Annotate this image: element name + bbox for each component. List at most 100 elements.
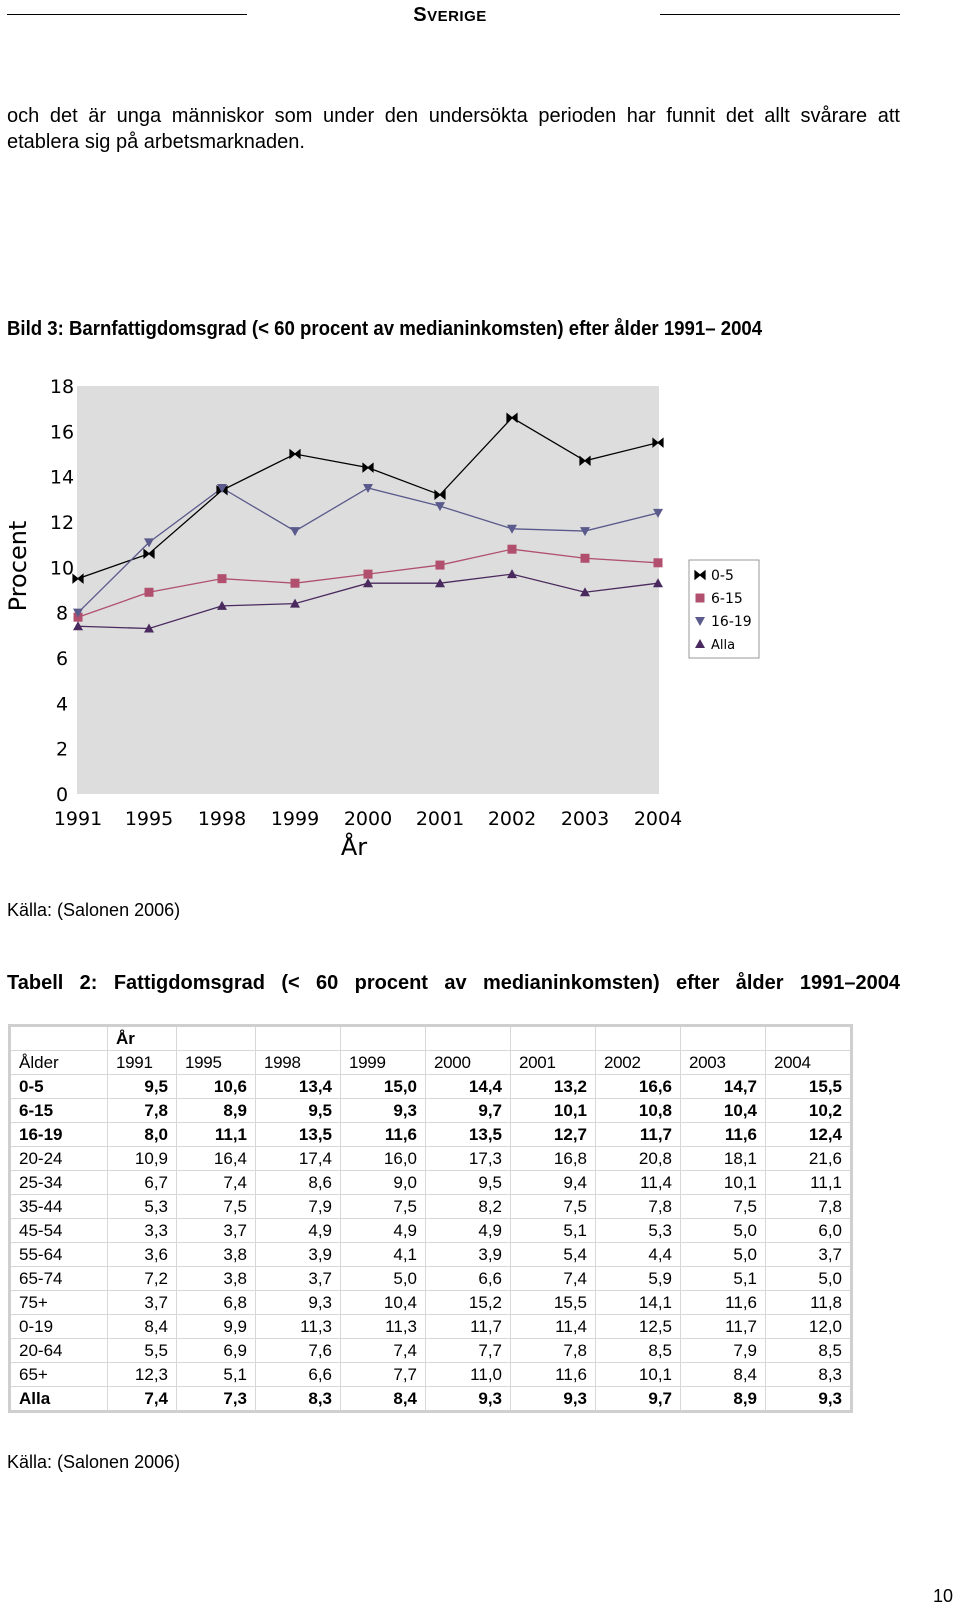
table-value: 12,3 bbox=[107, 1362, 177, 1387]
line-chart: 0 2 4 6 8 10 12 14 16 18 1991 1995 1998 1999 2000 2001 2… bbox=[4, 376, 760, 861]
table-value: 8,6 bbox=[255, 1170, 341, 1195]
table-value: 9,7 bbox=[595, 1386, 681, 1412]
table-value: 17,3 bbox=[425, 1146, 511, 1171]
table-value: 7,5 bbox=[176, 1194, 256, 1219]
table-value: 13,2 bbox=[510, 1074, 596, 1099]
x-tick-label: 2003 bbox=[561, 808, 609, 830]
legend-label: 6-15 bbox=[711, 591, 743, 607]
year-column-header: 2002 bbox=[595, 1050, 681, 1075]
legend-marker-Alla bbox=[695, 639, 705, 648]
year-column-header: 1995 bbox=[176, 1050, 256, 1075]
y-tick-label: 12 bbox=[50, 512, 74, 534]
table-value: 7,5 bbox=[340, 1194, 426, 1219]
figure-source: Källa: (Salonen 2006) bbox=[7, 900, 181, 920]
y-tick-label: 6 bbox=[56, 648, 68, 670]
table-row: 45-54 3,3 3,7 4,9 4,9 4,9 5,1 5,3 5,0 6,0 bbox=[9, 1218, 852, 1243]
row-label: Alla bbox=[9, 1386, 108, 1412]
table-row: 75+ 3,7 6,8 9,3 10,4 15,2 15,5 14,1 11,6 11,8 bbox=[9, 1290, 852, 1315]
table-value: 3,6 bbox=[107, 1242, 177, 1267]
table-value: 5,4 bbox=[510, 1242, 596, 1267]
table-value: 10,9 bbox=[107, 1146, 177, 1171]
data-point-6-15 bbox=[144, 587, 154, 597]
header-rule-right bbox=[660, 14, 900, 15]
table-value: 7,8 bbox=[510, 1338, 596, 1363]
table-value: 7,7 bbox=[425, 1338, 511, 1363]
table-title-word: medianinkomsten) bbox=[482, 972, 660, 994]
row-label: 75+ bbox=[9, 1290, 108, 1315]
data-point-Alla bbox=[580, 587, 590, 597]
table-value: 14,1 bbox=[595, 1290, 681, 1315]
table-value: 8,0 bbox=[107, 1122, 177, 1147]
table-value: 7,5 bbox=[680, 1194, 766, 1219]
table-value: 13,5 bbox=[425, 1122, 511, 1147]
plot-area bbox=[77, 386, 659, 794]
table-value: 5,0 bbox=[340, 1266, 426, 1291]
table-value: 15,0 bbox=[340, 1074, 426, 1099]
table-value: 10,1 bbox=[510, 1098, 596, 1123]
table-source: Källa: (Salonen 2006) bbox=[7, 1452, 181, 1472]
data-point-Alla bbox=[217, 600, 227, 610]
table-value: 7,7 bbox=[340, 1362, 426, 1387]
table-title-word: 2: bbox=[79, 972, 98, 994]
table-value: 5,1 bbox=[176, 1362, 256, 1387]
table-value: 7,8 bbox=[595, 1194, 681, 1219]
data-point-Alla bbox=[144, 623, 154, 633]
data-point-16-19 bbox=[507, 524, 517, 534]
table-value: 10,1 bbox=[595, 1362, 681, 1387]
legend-label: 0-5 bbox=[711, 568, 734, 584]
x-tick-label: 1995 bbox=[125, 808, 173, 830]
table-value: 11,8 bbox=[765, 1290, 852, 1315]
row-label: 16-19 bbox=[9, 1122, 108, 1147]
table-cell bbox=[595, 1025, 681, 1051]
table-value: 5,3 bbox=[595, 1218, 681, 1243]
table-row: 0-5 9,5 10,6 13,4 15,0 14,4 13,2 16,6 14,7 15,5 bbox=[9, 1074, 852, 1099]
table-value: 6,8 bbox=[176, 1290, 256, 1315]
table-value: 9,9 bbox=[176, 1314, 256, 1339]
data-point-6-15 bbox=[580, 553, 590, 563]
table-value: 9,3 bbox=[765, 1386, 852, 1412]
table-row: 20-24 10,9 16,4 17,4 16,0 17,3 16,8 20,8 18,1 21,… bbox=[9, 1146, 852, 1171]
table-value: 9,5 bbox=[107, 1074, 177, 1099]
data-point-16-19 bbox=[144, 538, 154, 548]
row-label: 20-24 bbox=[9, 1146, 108, 1171]
table-value: 18,1 bbox=[680, 1146, 766, 1171]
table-cell bbox=[9, 1025, 108, 1051]
x-tick-label: 2001 bbox=[416, 808, 464, 830]
x-tick-label: 2000 bbox=[344, 808, 392, 830]
table-value: 6,6 bbox=[255, 1362, 341, 1387]
table-value: 7,4 bbox=[510, 1266, 596, 1291]
y-tick-label: 14 bbox=[50, 467, 74, 489]
table-row: 16-19 8,0 11,1 13,5 11,6 13,5 12,7 11,7 11,6 12,4 bbox=[9, 1122, 852, 1147]
data-point-6-15 bbox=[290, 578, 300, 588]
data-point-0-5 bbox=[143, 548, 155, 559]
y-tick-label: 10 bbox=[50, 557, 74, 579]
year-column-header: 1998 bbox=[255, 1050, 341, 1075]
data-point-16-19 bbox=[580, 527, 590, 537]
table-value: 11,4 bbox=[510, 1314, 596, 1339]
table-value: 10,4 bbox=[340, 1290, 426, 1315]
table-row: År bbox=[9, 1025, 852, 1051]
table-value: 10,2 bbox=[765, 1098, 852, 1123]
year-column-header: 2003 bbox=[680, 1050, 766, 1075]
table-value: 13,5 bbox=[255, 1122, 341, 1147]
row-label: 65+ bbox=[9, 1362, 108, 1387]
table-row: 65+ 12,3 5,1 6,6 7,7 11,0 11,6 10,1 8,4 8,3 bbox=[9, 1362, 852, 1387]
table-value: 7,4 bbox=[340, 1338, 426, 1363]
data-point-0-5 bbox=[506, 412, 518, 423]
table-title-word: (< bbox=[281, 972, 300, 994]
table-value: 5,9 bbox=[595, 1266, 681, 1291]
table-value: 11,1 bbox=[765, 1170, 852, 1195]
intro-paragraph: och det är unga människor som under den … bbox=[7, 105, 900, 153]
table-cell bbox=[176, 1025, 256, 1051]
table-value: 6,9 bbox=[176, 1338, 256, 1363]
table-value: 8,4 bbox=[680, 1362, 766, 1387]
table-value: 11,7 bbox=[680, 1314, 766, 1339]
legend-label: 16-19 bbox=[711, 614, 752, 630]
legend-marker-6-15 bbox=[695, 593, 705, 603]
table-value: 7,6 bbox=[255, 1338, 341, 1363]
table-title-word: 60 bbox=[316, 972, 339, 994]
table-value: 8,9 bbox=[176, 1098, 256, 1123]
header-rule-left bbox=[7, 14, 247, 15]
table-value: 9,3 bbox=[255, 1290, 341, 1315]
table-value: 7,2 bbox=[107, 1266, 177, 1291]
